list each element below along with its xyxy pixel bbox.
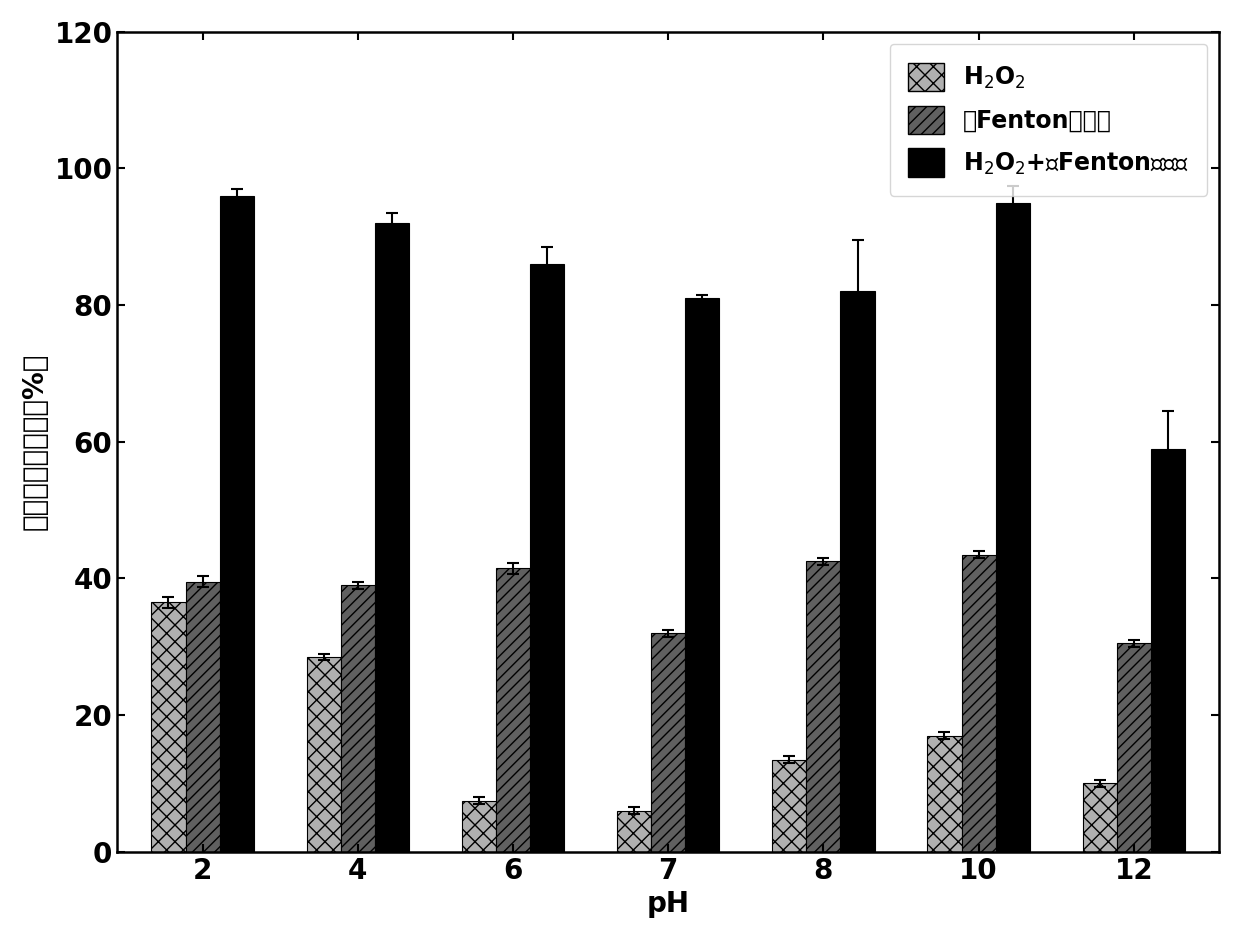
Y-axis label: 环丙沙星去除率（%）: 环丙沙星去除率（%） xyxy=(21,353,48,531)
Bar xyxy=(996,203,1030,852)
Bar xyxy=(1117,643,1151,852)
Bar xyxy=(306,657,341,852)
Bar xyxy=(529,264,564,852)
Bar xyxy=(219,196,254,852)
Bar xyxy=(1083,783,1117,852)
Bar xyxy=(806,562,841,852)
Bar xyxy=(1151,449,1185,852)
Bar xyxy=(841,291,874,852)
Bar xyxy=(961,555,996,852)
Bar xyxy=(651,633,686,852)
Bar xyxy=(686,299,719,852)
Bar xyxy=(496,568,529,852)
Bar xyxy=(151,602,186,852)
Bar xyxy=(618,810,651,852)
Bar xyxy=(186,582,219,852)
Bar xyxy=(928,735,961,852)
X-axis label: pH: pH xyxy=(647,890,689,918)
Bar xyxy=(773,760,806,852)
Bar xyxy=(374,223,409,852)
Bar xyxy=(341,585,374,852)
Legend: H$_2$O$_2$, 类Fenton催化剂, H$_2$O$_2$+类Fenton催化剂: H$_2$O$_2$, 类Fenton催化剂, H$_2$O$_2$+类Fent… xyxy=(889,43,1208,196)
Bar xyxy=(461,801,496,852)
